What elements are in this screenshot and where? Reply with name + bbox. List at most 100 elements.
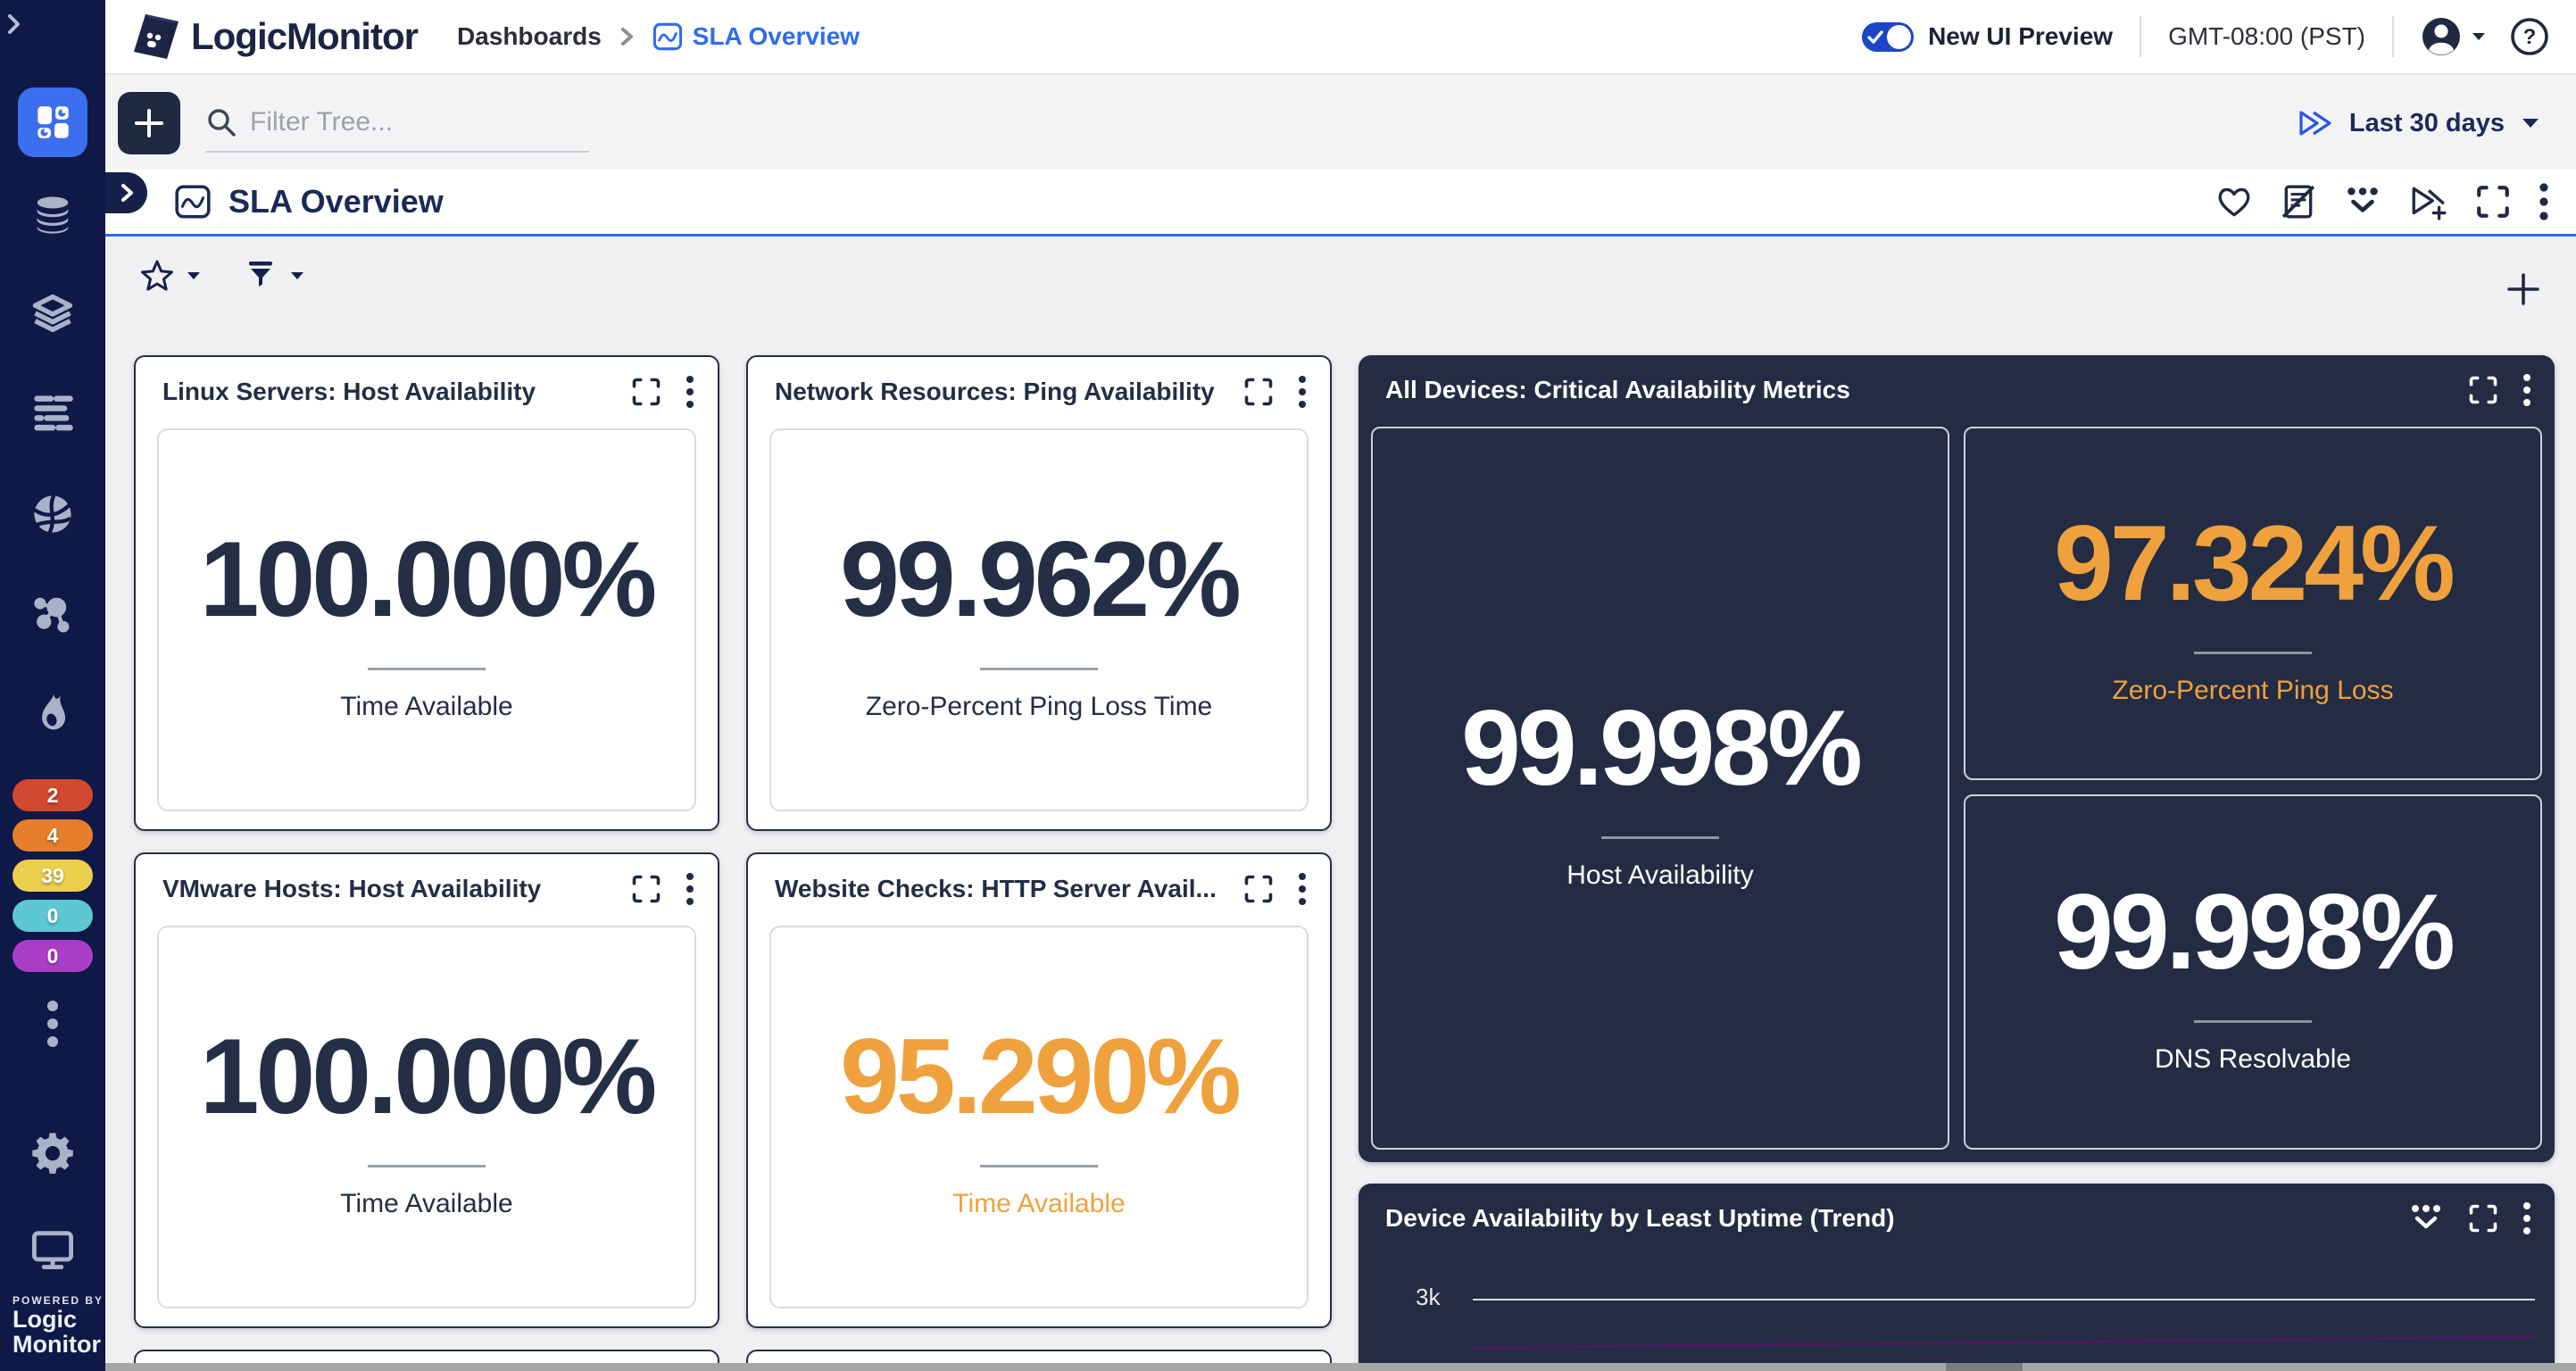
widget-header: Website Checks: HTTP Server Avail... [748,854,1330,906]
time-range-label: Last 30 days [2348,108,2505,137]
metric-value: 99.998% [2054,871,2456,992]
chevron-right-icon [8,14,20,34]
report-disabled-icon[interactable] [2280,183,2317,220]
filter-tree-search[interactable] [205,94,589,153]
horizontal-scrollbar[interactable] [105,1363,2576,1371]
alert-badge-info[interactable]: 0 [12,900,93,932]
add-widget-button[interactable] [2505,270,2542,308]
alert-badge-error[interactable]: 4 [12,819,93,852]
powered-by-logo: POWERED BY Logic Monitor [12,1294,104,1357]
plus-icon [135,109,163,137]
funnel-icon [249,262,272,287]
dashboard-canvas: Linux Servers: Host Availability 100.000… [105,237,2576,1371]
alert-badge-critical[interactable]: 2 [12,779,93,811]
fullscreen-icon[interactable] [2467,1202,2499,1234]
sidebar-item-dashboards[interactable] [18,87,87,157]
panel-expand-button[interactable] [105,172,147,213]
metric-value: 99.998% [1461,687,1863,808]
sidebar-nav: 2 4 39 0 0 POWERED BY Logic Monitor [0,0,105,1371]
favorites-filter-dropdown[interactable] [139,258,202,294]
help-icon[interactable]: ? [2510,17,2549,56]
alert-badge-other[interactable]: 0 [12,940,93,972]
kebab-menu-icon[interactable] [1298,375,1307,409]
kebab-menu-icon[interactable] [686,375,694,409]
sidebar-item-logs[interactable] [29,390,77,438]
kebab-menu-icon[interactable] [2522,1201,2531,1235]
sidebar-item-remote-session[interactable] [29,1225,77,1273]
sidebar-item-modules[interactable] [29,290,77,338]
user-menu[interactable] [2421,16,2487,57]
scrollbar-thumb[interactable] [1946,1363,2023,1371]
sidebar-item-resources[interactable] [29,190,77,238]
sidebar-more-menu[interactable] [29,1000,77,1048]
play-forward-icon [2299,111,2331,136]
sidebar-expand-button[interactable] [0,11,105,37]
breadcrumb-dashboards[interactable]: Dashboards [456,22,602,50]
sidebar-item-topology[interactable] [29,590,77,638]
sla-stat-panel: 100.000% Time Available [157,926,696,1309]
sidebar-item-dexda[interactable] [29,690,77,738]
star-icon [141,260,173,291]
gridline [1473,1299,2535,1300]
dashboard-filters [139,258,305,294]
widget-linux-servers: Linux Servers: Host Availability 100.000… [134,355,719,831]
expand-descriptions-icon[interactable] [2408,1202,2444,1234]
divider [368,1165,486,1167]
fullscreen-icon[interactable] [2474,183,2512,220]
alert-badge-warning[interactable]: 39 [12,860,93,892]
alert-count: 39 [41,863,64,887]
fullscreen-icon[interactable] [2467,374,2499,406]
toggle-knob [1887,24,1912,49]
caret-down-icon [187,272,200,279]
sla-stat-panel: 100.000% Time Available [157,428,696,811]
sla-value: 99.962% [840,519,1242,639]
new-ui-preview-toggle[interactable] [1862,21,1915,52]
timezone-label: GMT-08:00 (PST) [2168,22,2365,50]
svg-text:?: ? [2523,25,2537,49]
sla-label: Time Available [340,692,513,721]
filter-dropdown[interactable] [245,258,305,294]
dashboard-title-bar: SLA Overview [105,170,2576,237]
caret-down-icon [2472,33,2485,40]
fullscreen-icon[interactable] [1242,873,1275,905]
dashboard-chart-icon [652,22,682,51]
alert-count: 2 [46,783,59,807]
alert-count: 0 [46,903,59,927]
add-dashboard-button[interactable] [118,92,180,154]
fullscreen-icon[interactable] [630,376,662,408]
gear-icon [32,1133,73,1174]
dashboard-chart-icon [175,185,211,219]
metric-label: Host Availability [1566,860,1754,890]
widget-website-checks: Website Checks: HTTP Server Avail... 95.… [746,852,1332,1328]
divider [2194,1019,2312,1023]
breadcrumb-current[interactable]: SLA Overview [652,21,860,53]
header-right-controls: New UI Preview GMT-08:00 (PST) ? [1862,16,2549,57]
kebab-menu-icon[interactable] [686,872,694,906]
sidebar-item-settings[interactable] [29,1128,77,1176]
powered-by-name-line2: Monitor [12,1331,101,1358]
sla-label: Zero-Percent Ping Loss Time [865,692,1213,721]
breadcrumb-separator [616,24,637,49]
widget-title: Website Checks: HTTP Server Avail... [775,875,1217,902]
divider [2140,16,2142,57]
fullscreen-icon[interactable] [630,873,662,905]
favorite-heart-icon[interactable] [2215,184,2253,220]
kebab-menu-icon[interactable] [2539,182,2549,221]
divider [980,1165,1098,1167]
time-range-control[interactable]: Last 30 days [2296,106,2540,140]
fullscreen-icon[interactable] [1242,376,1275,408]
expand-descriptions-icon[interactable] [2344,185,2381,219]
sla-value: 95.290% [840,1017,1242,1136]
globe-icon [33,494,73,535]
filter-tree-input[interactable] [250,107,553,137]
sidebar-item-websites[interactable] [29,490,77,538]
kebab-menu-icon [47,1001,58,1047]
plus-icon [2507,273,2539,305]
logicmonitor-logo[interactable]: LogicMonitor [132,12,419,62]
new-ui-preview-label: New UI Preview [1928,22,2114,50]
kebab-menu-icon[interactable] [1298,872,1307,906]
kebab-menu-icon[interactable] [2522,373,2531,407]
metric-host-availability: 99.998% Host Availability [1371,427,1949,1150]
slideshow-add-icon[interactable] [2408,183,2447,220]
